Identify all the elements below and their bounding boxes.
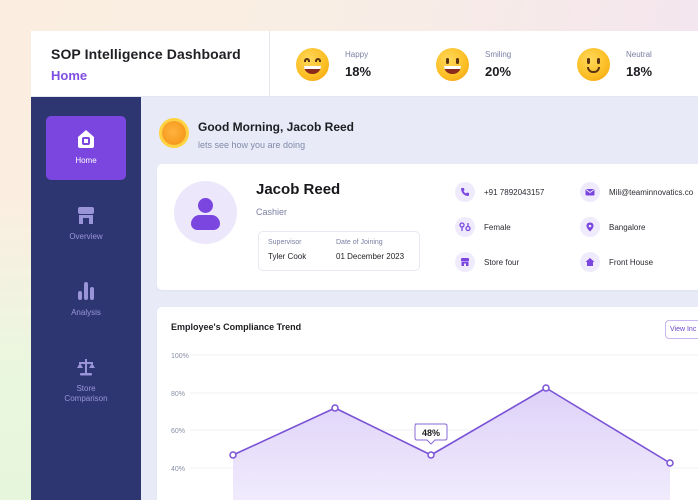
smiling-face-icon [436, 48, 469, 81]
sidebar-item-label: Overview [69, 232, 103, 241]
greeting-subtitle: lets see how you are doing [198, 140, 306, 150]
compliance-line-chart: 100% 80% 60% 40% 48% [171, 353, 698, 500]
house-icon [580, 252, 600, 272]
compliance-chart-card: Employee's Compliance Trend View Inc 100… [157, 307, 698, 500]
view-incidents-button[interactable]: View Inc [665, 320, 698, 339]
email-info: Mili@teaminnovatics.co [580, 182, 693, 202]
store-icon [46, 203, 126, 227]
mood-value: 20% [485, 64, 512, 79]
location-pin-icon [580, 217, 600, 237]
svg-text:60%: 60% [171, 428, 185, 435]
sidebar-item-overview[interactable]: Overview [46, 192, 126, 256]
mood-neutral: Neutral 18% [577, 48, 652, 81]
bar-chart-icon [46, 279, 126, 303]
sun-icon [162, 121, 186, 145]
joining-label: Date of Joining [336, 239, 383, 246]
avatar [174, 181, 237, 244]
employee-name: Jacob Reed [256, 181, 341, 198]
grinning-face-icon [296, 48, 329, 81]
store-icon [455, 252, 475, 272]
sidebar-item-analysis[interactable]: Analysis [46, 268, 126, 332]
svg-text:40%: 40% [171, 466, 185, 473]
greeting: Good Morning, Jacob Reed lets see how yo… [159, 118, 354, 150]
app-title: SOP Intelligence Dashboard [51, 46, 241, 62]
y-axis-labels: 100% 80% 60% 40% [171, 353, 189, 473]
mail-icon [580, 182, 600, 202]
home-icon [46, 127, 126, 151]
store-value: Store four [484, 257, 520, 267]
sidebar-item-store-comparison[interactable]: Store Comparison [46, 344, 126, 420]
phone-value: +91 7892043157 [484, 187, 545, 197]
breadcrumb[interactable]: Home [51, 68, 88, 83]
department-value: Front House [609, 257, 654, 267]
dashboard-window: SOP Intelligence Dashboard Home Happy 18… [31, 31, 698, 500]
chart-title: Employee's Compliance Trend [171, 322, 302, 332]
svg-text:48%: 48% [422, 428, 440, 438]
greeting-title: Good Morning, Jacob Reed [198, 120, 355, 134]
mood-value: 18% [345, 64, 372, 79]
top-header: SOP Intelligence Dashboard Home Happy 18… [31, 31, 698, 97]
department-info: Front House [580, 252, 653, 272]
mood-label: Smiling [485, 50, 512, 59]
data-points [229, 384, 674, 467]
phone-info: +91 7892043157 [455, 182, 544, 202]
phone-icon [455, 182, 475, 202]
user-icon [198, 198, 213, 213]
value-tooltip: 48% [414, 423, 448, 445]
slight-smile-face-icon [577, 48, 610, 81]
joining-value: 01 December 2023 [336, 252, 405, 261]
gender-info: Female [455, 217, 511, 237]
brand-block: SOP Intelligence Dashboard Home [31, 31, 270, 97]
location-value: Bangalore [609, 222, 646, 232]
scale-icon [46, 355, 126, 379]
sidebar-item-label: Home [75, 156, 97, 165]
employee-meta-box: Supervisor Tyler Cook Date of Joining 01… [258, 231, 420, 271]
mood-label: Neutral [626, 50, 652, 59]
profile-card: Jacob Reed Cashier Supervisor Tyler Cook… [157, 164, 698, 290]
sidebar-item-label: Store Comparison [64, 384, 108, 403]
sidebar: Home Overview Analysis [31, 97, 141, 500]
svg-text:80%: 80% [171, 391, 185, 398]
mood-value: 18% [626, 64, 653, 79]
supervisor-value: Tyler Cook [268, 252, 307, 261]
svg-text:100%: 100% [171, 353, 189, 360]
sidebar-item-home[interactable]: Home [46, 116, 126, 180]
mood-label: Happy [345, 50, 369, 59]
mood-summary: Happy 18% Smiling 20% Neutral [270, 31, 698, 97]
supervisor-label: Supervisor [268, 239, 302, 246]
gender-value: Female [484, 222, 511, 232]
employee-role: Cashier [256, 207, 288, 217]
email-value[interactable]: Mili@teaminnovatics.co [609, 187, 694, 197]
store-info: Store four [455, 252, 519, 272]
mood-smiling: Smiling 20% [436, 48, 511, 81]
location-info: Bangalore [580, 217, 645, 237]
mood-happy: Happy 18% [296, 48, 371, 81]
sidebar-item-label: Analysis [71, 308, 101, 317]
gender-icon [455, 217, 475, 237]
